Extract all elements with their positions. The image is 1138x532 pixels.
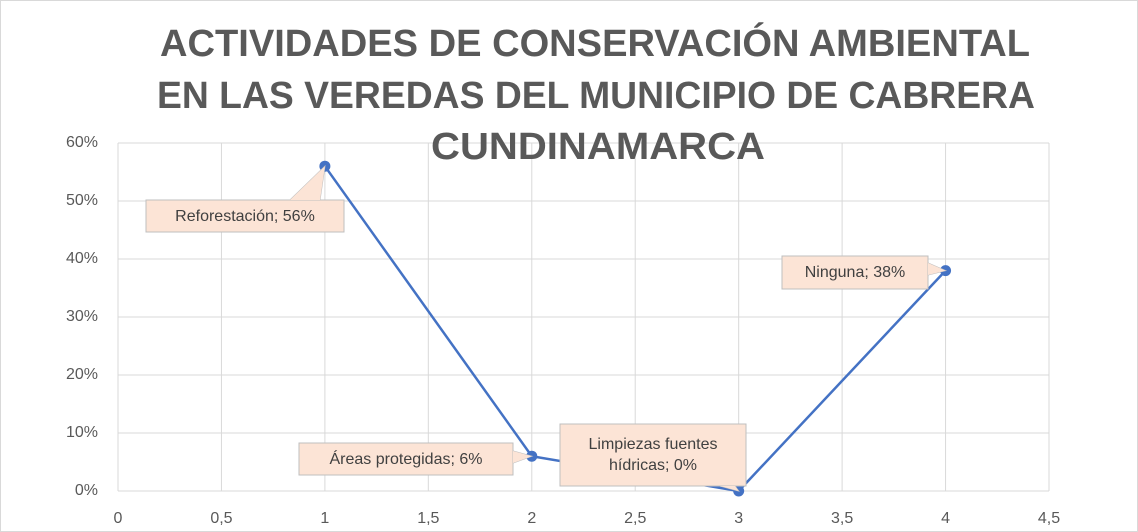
callout-box	[781, 255, 929, 290]
x-tick-label: 3,5	[831, 510, 853, 527]
callout-seam	[928, 263, 946, 275]
x-tick-label: 4,5	[1038, 510, 1060, 527]
data-label: Limpiezas fuentes hídricas; 0%	[588, 436, 718, 474]
chart-title: ACTIVIDADES DE CONSERVACIÓN AMBIENTAL	[160, 21, 1030, 65]
callout-box	[145, 199, 345, 233]
data-label: Ninguna; 38%	[804, 264, 906, 281]
x-tick-label: 1,5	[417, 510, 439, 527]
y-tick-label: 40%	[66, 250, 98, 267]
x-tick-label: 3	[734, 510, 743, 527]
y-tick-label: 50%	[66, 192, 98, 209]
x-tick-label: 4	[941, 510, 950, 527]
chart-title: EN LAS VEREDAS DEL MUNICIPIO DE CABRERA	[157, 75, 1035, 117]
x-tick-label: 0	[114, 510, 123, 527]
callout-seam	[513, 451, 532, 463]
data-label: Áreas protegidas; 6%	[329, 450, 483, 468]
data-label: Reforestación; 56%	[175, 207, 315, 225]
y-tick-label: 60%	[66, 134, 98, 151]
x-tick-label: 1	[320, 510, 329, 527]
x-tick-label: 2	[527, 510, 536, 527]
callout-box	[559, 423, 747, 487]
callouts	[145, 164, 948, 492]
y-tick-label: 0%	[75, 482, 98, 499]
y-tick-label: 30%	[66, 308, 98, 325]
callout-seam	[290, 166, 325, 200]
callout-box	[298, 442, 514, 476]
callout-seam	[720, 486, 739, 491]
y-tick-label: 10%	[66, 424, 98, 441]
chart-title: CUNDINAMARCA	[431, 126, 765, 168]
x-tick-label: 0,5	[210, 510, 232, 527]
y-tick-label: 20%	[66, 366, 98, 383]
x-tick-label: 2,5	[624, 510, 646, 527]
